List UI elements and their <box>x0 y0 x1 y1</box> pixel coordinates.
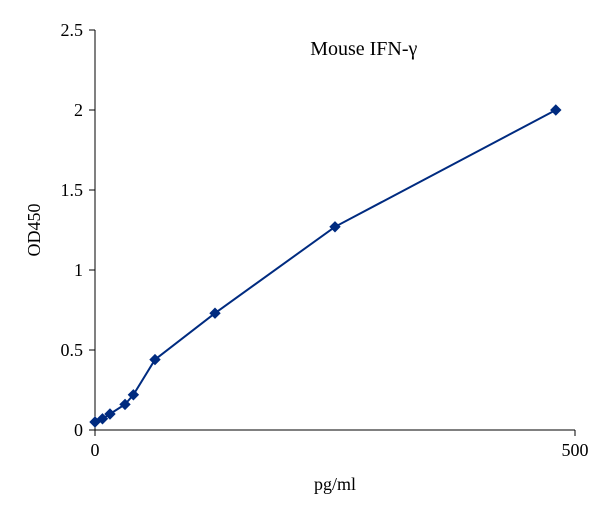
y-tick-label: 0.5 <box>61 340 84 360</box>
data-marker <box>551 105 561 115</box>
y-tick-label: 1 <box>74 260 83 280</box>
y-axis-label: OD450 <box>24 204 44 257</box>
chart-svg: 0 0.5 1 1.5 2 2.5 0 500 pg/ml OD450 Mouse IFN-γ <box>0 0 610 517</box>
y-tick-label: 1.5 <box>61 180 84 200</box>
chart-title: Mouse IFN-γ <box>310 38 417 60</box>
x-tick-label: 500 <box>562 440 589 460</box>
chart-container: 0 0.5 1 1.5 2 2.5 0 500 pg/ml OD450 Mouse IFN-γ <box>0 0 610 517</box>
series-line <box>95 110 556 422</box>
y-tick-label: 0 <box>74 420 83 440</box>
x-axis-label: pg/ml <box>314 474 356 494</box>
x-tick-label: 0 <box>91 440 100 460</box>
y-tick-label: 2 <box>74 100 83 120</box>
y-tick-label: 2.5 <box>61 20 84 40</box>
